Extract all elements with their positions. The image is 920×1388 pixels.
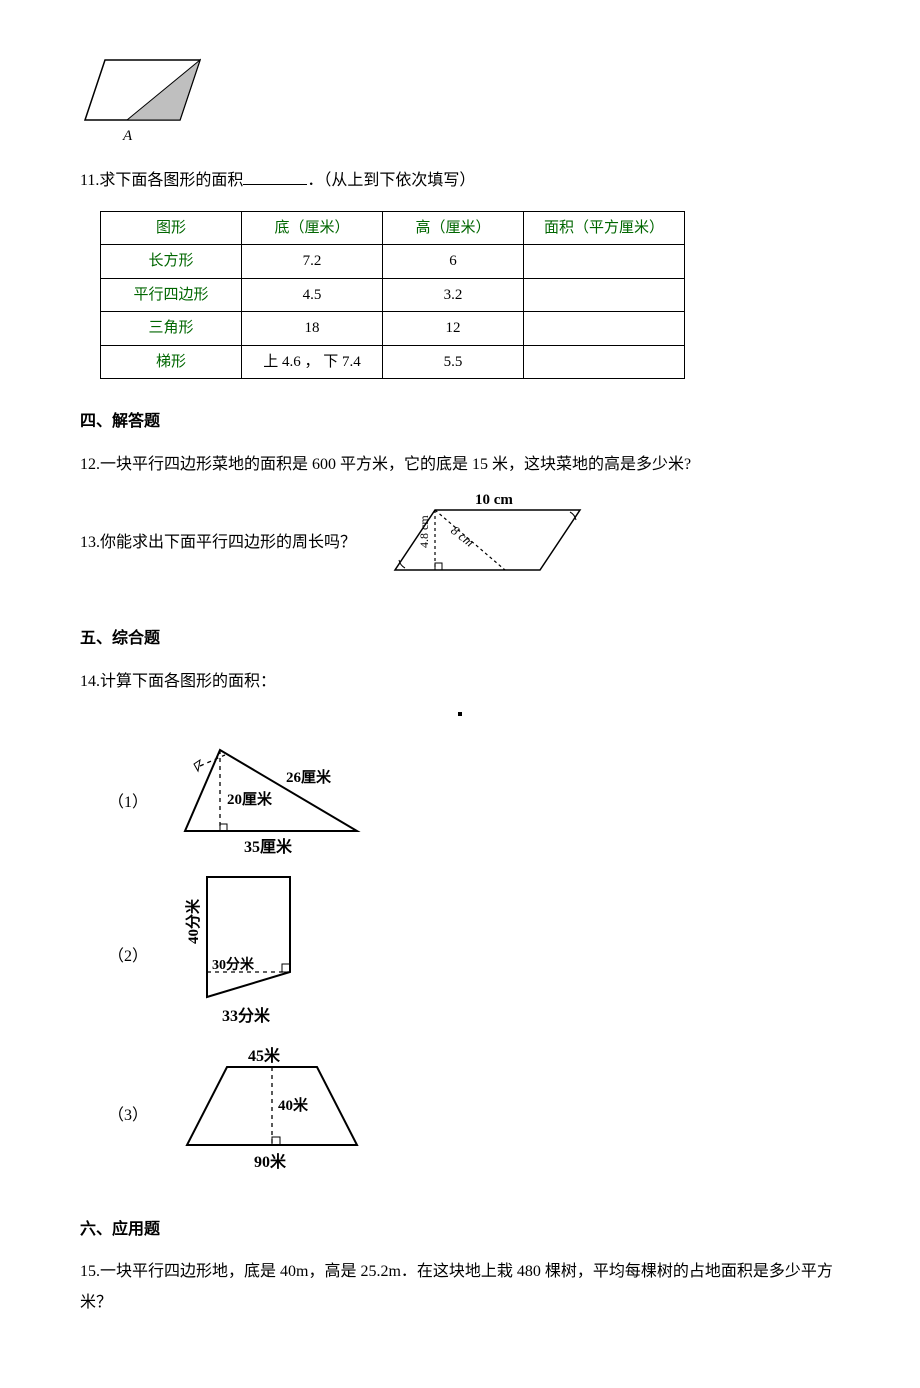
q14-part1-label: （1） [108, 788, 148, 818]
right-angle-mark2 [194, 760, 200, 771]
cell-shape: 平行四边形 [101, 278, 242, 312]
label-side: 26厘米 [286, 768, 332, 786]
question-15: 15.一块平行四边形地，底是 40m，高是 25.2m．在这块地上栽 480 棵… [80, 1257, 840, 1318]
cell-base: 18 [242, 312, 383, 346]
q11-text-after: ．（从上到下依次填写） [307, 172, 475, 189]
q15-number: 15. [80, 1263, 100, 1280]
label-height: 20厘米 [227, 790, 273, 808]
cell-area[interactable] [524, 278, 685, 312]
cell-height: 5.5 [383, 345, 524, 379]
q14-part3-label: （3） [108, 1101, 148, 1131]
triangle-outline [185, 750, 357, 831]
q14-1-svg: 26厘米 20厘米 35厘米 [172, 738, 372, 858]
label-height: 4.8 cm [417, 515, 431, 548]
cell-height: 6 [383, 245, 524, 279]
label-base: 35厘米 [244, 837, 293, 856]
parallelogram-svg: A [80, 50, 210, 145]
cell-height: 12 [383, 312, 524, 346]
table-row: 长方形 7.2 6 [101, 245, 685, 279]
table-header-row: 图形 底（厘米） 高（厘米） 面积（平方厘米） [101, 211, 685, 245]
cell-area[interactable] [524, 245, 685, 279]
question-13-row: 13.你能求出下面平行四边形的周长吗？ 10 cm 4.8 cm 8 cm [80, 490, 840, 596]
label-bottom: 33分米 [222, 1006, 271, 1025]
center-dot-mark [458, 712, 462, 716]
q12-number: 12. [80, 456, 100, 473]
table-row: 平行四边形 4.5 3.2 [101, 278, 685, 312]
col-area: 面积（平方厘米） [524, 211, 685, 245]
label-top: 45米 [248, 1046, 281, 1065]
label-top: 10 cm [475, 492, 513, 508]
cell-area[interactable] [524, 312, 685, 346]
q11-text-before: 求下面各图形的面积 [99, 172, 243, 189]
label-diag: 8 cm [448, 523, 477, 550]
q11-number: 11. [80, 172, 99, 189]
col-height: 高（厘米） [383, 211, 524, 245]
section-6-heading: 六、应用题 [80, 1215, 840, 1245]
label-left: 40分米 [184, 898, 202, 944]
cell-base: 7.2 [242, 245, 383, 279]
alt-line [200, 755, 225, 766]
question-12: 12.一块平行四边形菜地的面积是 600 平方米，它的底是 15 米，这块菜地的… [80, 450, 840, 480]
shaded-triangle [127, 60, 200, 120]
shape-area-table: 图形 底（厘米） 高（厘米） 面积（平方厘米） 长方形 7.2 6 平行四边形 … [100, 211, 685, 380]
label-bottom: 90米 [254, 1152, 287, 1171]
q14-3-svg: 45米 40米 90米 [172, 1045, 372, 1175]
q13-number: 13. [80, 534, 100, 551]
q14-number: 14. [80, 673, 100, 690]
table-row: 梯形 上 4.6 ， 下 7.4 5.5 [101, 345, 685, 379]
q13-text: 你能求出下面平行四边形的周长吗？ [100, 534, 356, 551]
cell-shape: 梯形 [101, 345, 242, 379]
cell-base: 上 4.6 ， 下 7.4 [242, 345, 383, 379]
q14-part3-row: （3） 45米 40米 90米 [80, 1045, 840, 1186]
right-angle-mark [435, 563, 442, 570]
figure-q14-2: 40分米 30分米 33分米 [172, 869, 322, 1045]
trapezoid-outline [207, 877, 290, 997]
label-height: 40米 [278, 1096, 309, 1114]
cell-height: 3.2 [383, 278, 524, 312]
figure-q13: 10 cm 4.8 cm 8 cm [380, 490, 590, 596]
q15-text: 一块平行四边形地，底是 40m，高是 25.2m．在这块地上栽 480 棵树，平… [80, 1263, 833, 1310]
figure-q14-1: 26厘米 20厘米 35厘米 [172, 738, 372, 869]
q14-part2-label: （2） [108, 942, 148, 972]
figure-parallelogram-top: A [80, 50, 210, 156]
q14-2-svg: 40分米 30分米 33分米 [172, 869, 322, 1034]
page-root: A 11.求下面各图形的面积 ．（从上到下依次填写） 图形 底（厘米） 高（厘米）… [0, 0, 920, 1388]
q14-text: 计算下面各图形的面积： [100, 673, 276, 690]
cell-shape: 三角形 [101, 312, 242, 346]
cell-shape: 长方形 [101, 245, 242, 279]
col-base: 底（厘米） [242, 211, 383, 245]
label-a: A [122, 128, 133, 144]
cell-area[interactable] [524, 345, 685, 379]
section-4-heading: 四、解答题 [80, 407, 840, 437]
q14-part2-row: （2） 40分米 30分米 33分米 [80, 869, 840, 1045]
col-shape: 图形 [101, 211, 242, 245]
question-11: 11.求下面各图形的面积 ．（从上到下依次填写） [80, 166, 840, 196]
right-angle-mark [282, 964, 290, 972]
cell-base: 4.5 [242, 278, 383, 312]
label-inner: 30分米 [212, 956, 255, 973]
q14-part1-row: （1） 26厘米 20厘米 35厘米 [80, 738, 840, 869]
question-14: 14.计算下面各图形的面积： [80, 667, 840, 728]
right-angle-mark [272, 1137, 280, 1145]
table-row: 三角形 18 12 [101, 312, 685, 346]
section-5-heading: 五、综合题 [80, 624, 840, 654]
q13-svg: 10 cm 4.8 cm 8 cm [380, 490, 590, 585]
question-13: 13.你能求出下面平行四边形的周长吗？ [80, 528, 356, 558]
right-angle-mark [220, 824, 227, 831]
fill-blank[interactable] [243, 168, 307, 185]
figure-q14-3: 45米 40米 90米 [172, 1045, 372, 1186]
q12-text: 一块平行四边形菜地的面积是 600 平方米，它的底是 15 米，这块菜地的高是多… [100, 456, 691, 473]
